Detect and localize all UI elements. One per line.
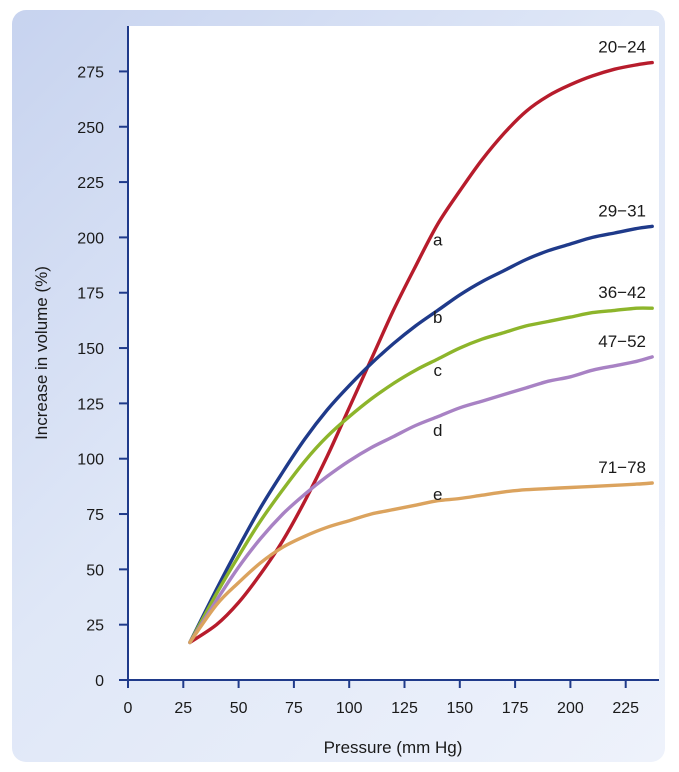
series-range-label-c: 36−42: [598, 283, 646, 302]
series-label-b: b: [433, 308, 442, 327]
x-tick-label: 225: [612, 700, 639, 717]
y-tick-label: 0: [95, 673, 104, 690]
y-tick-label: 200: [77, 230, 104, 247]
series-range-label-d: 47−52: [598, 332, 646, 351]
series-label-a: a: [433, 231, 443, 250]
y-tick-label: 50: [86, 562, 104, 579]
x-tick-label: 50: [230, 700, 248, 717]
x-tick-label: 75: [285, 700, 303, 717]
series-label-e: e: [433, 485, 442, 504]
x-tick-label: 0: [124, 700, 133, 717]
series-label-d: d: [433, 421, 442, 440]
x-tick-label: 200: [557, 700, 584, 717]
y-axis-title: Increase in volume (%): [32, 266, 51, 440]
series-range-label-a: 20−24: [598, 38, 646, 57]
plot-area: [128, 26, 659, 680]
series-range-label-e: 71−78: [598, 458, 646, 477]
y-tick-label: 75: [86, 507, 104, 524]
x-tick-label: 125: [391, 700, 418, 717]
y-tick-label: 275: [77, 64, 104, 81]
x-tick-label: 25: [174, 700, 192, 717]
y-tick-label: 100: [77, 452, 104, 469]
y-tick-label: 25: [86, 618, 104, 635]
x-tick-label: 175: [502, 700, 529, 717]
series-range-label-b: 29−31: [598, 201, 646, 220]
x-tick-label: 100: [336, 700, 363, 717]
series-label-c: c: [433, 361, 442, 380]
y-tick-label: 250: [77, 120, 104, 137]
y-tick-label: 150: [77, 341, 104, 358]
x-tick-label: 150: [446, 700, 473, 717]
x-axis-title: Pressure (mm Hg): [324, 738, 463, 757]
y-tick-label: 125: [77, 396, 104, 413]
y-tick-label: 175: [77, 286, 104, 303]
y-tick-label: 225: [77, 175, 104, 192]
